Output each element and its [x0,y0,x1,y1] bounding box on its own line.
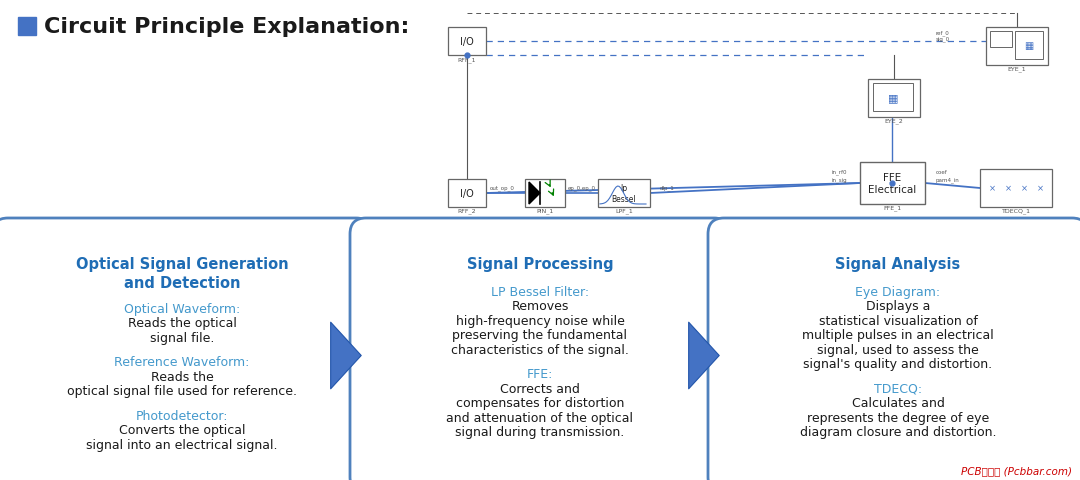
Text: Signal Processing: Signal Processing [467,256,613,271]
Text: and attenuation of the optical: and attenuation of the optical [446,411,634,424]
Text: coef: coef [936,170,948,175]
Bar [986,28,1048,66]
Text: Signal Analysis: Signal Analysis [835,256,960,271]
Text: sig_0: sig_0 [936,36,950,42]
Text: ref_0: ref_0 [936,30,949,36]
Text: TDECQ_1: TDECQ_1 [1001,207,1030,213]
Bar [868,80,920,118]
Text: Reads the optical: Reads the optical [127,317,237,330]
Text: dlp_1: dlp_1 [660,185,675,191]
Text: Circuit Principle Explanation:: Circuit Principle Explanation: [44,17,409,37]
Text: Displays a: Displays a [866,300,930,313]
Text: signal's quality and distortion.: signal's quality and distortion. [804,358,993,371]
Text: in_rf0: in_rf0 [832,169,848,175]
Text: ×: × [1021,184,1027,193]
Text: I/O: I/O [460,37,474,47]
Text: preserving the fundamental: preserving the fundamental [453,329,627,342]
Text: Optical Waveform:: Optical Waveform: [124,302,240,315]
FancyArrowPatch shape [330,323,361,389]
Bar [18,18,36,36]
Text: out_op_0: out_op_0 [490,185,515,191]
Text: signal during transmission.: signal during transmission. [456,426,624,439]
Text: Calculates and: Calculates and [851,396,944,409]
FancyArrowPatch shape [689,323,719,389]
Bar [448,180,486,207]
Bar [525,180,565,207]
Text: EYE_1: EYE_1 [1008,66,1026,72]
Text: Corrects and: Corrects and [500,382,580,395]
Text: LP Bessel Filter:: LP Bessel Filter: [491,286,589,299]
Text: signal into an electrical signal.: signal into an electrical signal. [86,438,278,451]
Text: Eye Diagram:: Eye Diagram: [855,286,941,299]
Text: represents the degree of eye: represents the degree of eye [807,411,989,424]
Text: Optical Signal Generation
and Detection: Optical Signal Generation and Detection [76,256,288,290]
Text: ×: × [1004,184,1012,193]
Bar [598,180,650,207]
Text: in_sig: in_sig [832,177,848,182]
Text: RFF_2: RFF_2 [458,207,476,213]
Text: lp
Bessel: lp Bessel [611,184,636,203]
Text: characteristics of the signal.: characteristics of the signal. [451,343,629,356]
Text: Converts the optical: Converts the optical [119,424,245,437]
Text: PCB联盟网 (Pcbbar.com): PCB联盟网 (Pcbbar.com) [961,465,1072,475]
Bar [1015,32,1043,60]
Text: compensates for distortion: compensates for distortion [456,396,624,409]
Text: signal, used to assess the: signal, used to assess the [818,343,978,356]
Text: FFE
Electrical: FFE Electrical [868,173,917,194]
Text: multiple pulses in an electrical: multiple pulses in an electrical [802,329,994,342]
Text: ep_0,ep_0: ep_0,ep_0 [568,185,596,191]
Text: ▦: ▦ [888,93,899,103]
Text: pam4_in: pam4_in [936,177,960,182]
Text: FFE_1: FFE_1 [883,204,901,210]
Text: FFE:: FFE: [527,368,553,381]
Text: Reference Waveform:: Reference Waveform: [114,356,249,369]
Text: TDECQ:: TDECQ: [874,382,922,395]
Polygon shape [529,182,540,204]
Text: diagram closure and distortion.: diagram closure and distortion. [800,426,996,439]
Text: optical signal file used for reference.: optical signal file used for reference. [67,384,297,397]
Text: statistical visualization of: statistical visualization of [819,314,977,327]
Text: Removes: Removes [511,300,569,313]
Text: signal file.: signal file. [150,331,214,344]
Text: Photodetector:: Photodetector: [136,409,228,422]
Bar [873,84,913,112]
Bar [990,32,1012,48]
Text: EYE_2: EYE_2 [885,118,903,123]
FancyBboxPatch shape [708,218,1080,480]
Bar [980,169,1052,207]
Text: high-frequency noise while: high-frequency noise while [456,314,624,327]
Text: RFF_1: RFF_1 [458,57,476,62]
Text: LPF_1: LPF_1 [616,207,633,213]
Text: ×: × [1037,184,1043,193]
Text: ×: × [988,184,996,193]
Bar [448,28,486,56]
Text: Reads the: Reads the [150,370,214,383]
Text: PIN_1: PIN_1 [537,207,554,213]
Text: I/O: I/O [460,189,474,199]
Text: ▦: ▦ [1024,41,1034,51]
FancyBboxPatch shape [0,218,372,480]
FancyBboxPatch shape [350,218,730,480]
Bar [860,163,924,204]
